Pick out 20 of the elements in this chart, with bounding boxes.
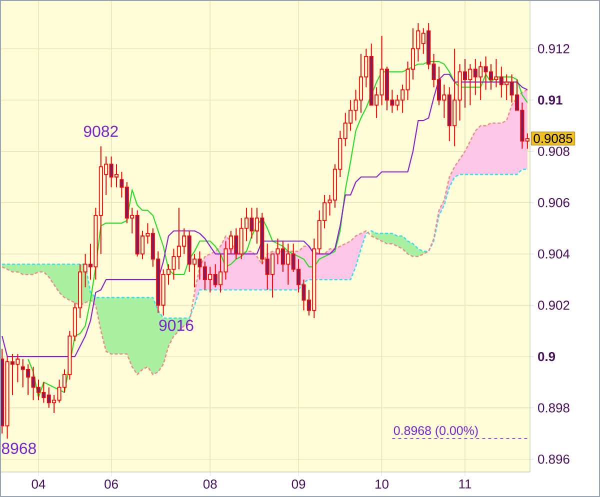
- y-tick-label: 0.912: [538, 44, 570, 54]
- annotation: 0.9085: [534, 134, 572, 144]
- y-tick-label: 0.898: [538, 403, 570, 412]
- x-tick-label: 06: [104, 480, 118, 489]
- annotation: 8968: [2, 442, 36, 454]
- x-tick-label: 08: [203, 480, 217, 489]
- y-tick-label: 0.9: [538, 352, 556, 362]
- annotation: 9016: [159, 320, 194, 332]
- y-tick-label: 0.902: [538, 300, 570, 310]
- y-tick-label: 0.904: [538, 249, 570, 259]
- ref-line-label: 0.8968 (0.00%): [394, 426, 478, 438]
- x-tick-label: 10: [376, 480, 388, 489]
- x-tick-label: 04: [32, 480, 46, 489]
- x-tick-label: 11: [459, 480, 472, 488]
- y-tick-label: 0.906: [538, 198, 570, 208]
- y-tick-label: 0.896: [538, 454, 570, 464]
- y-tick-label: 0.91: [538, 95, 562, 105]
- annotation: 9082: [84, 126, 118, 138]
- y-tick-label: 0.908: [538, 146, 570, 156]
- x-tick-label: 09: [292, 480, 306, 489]
